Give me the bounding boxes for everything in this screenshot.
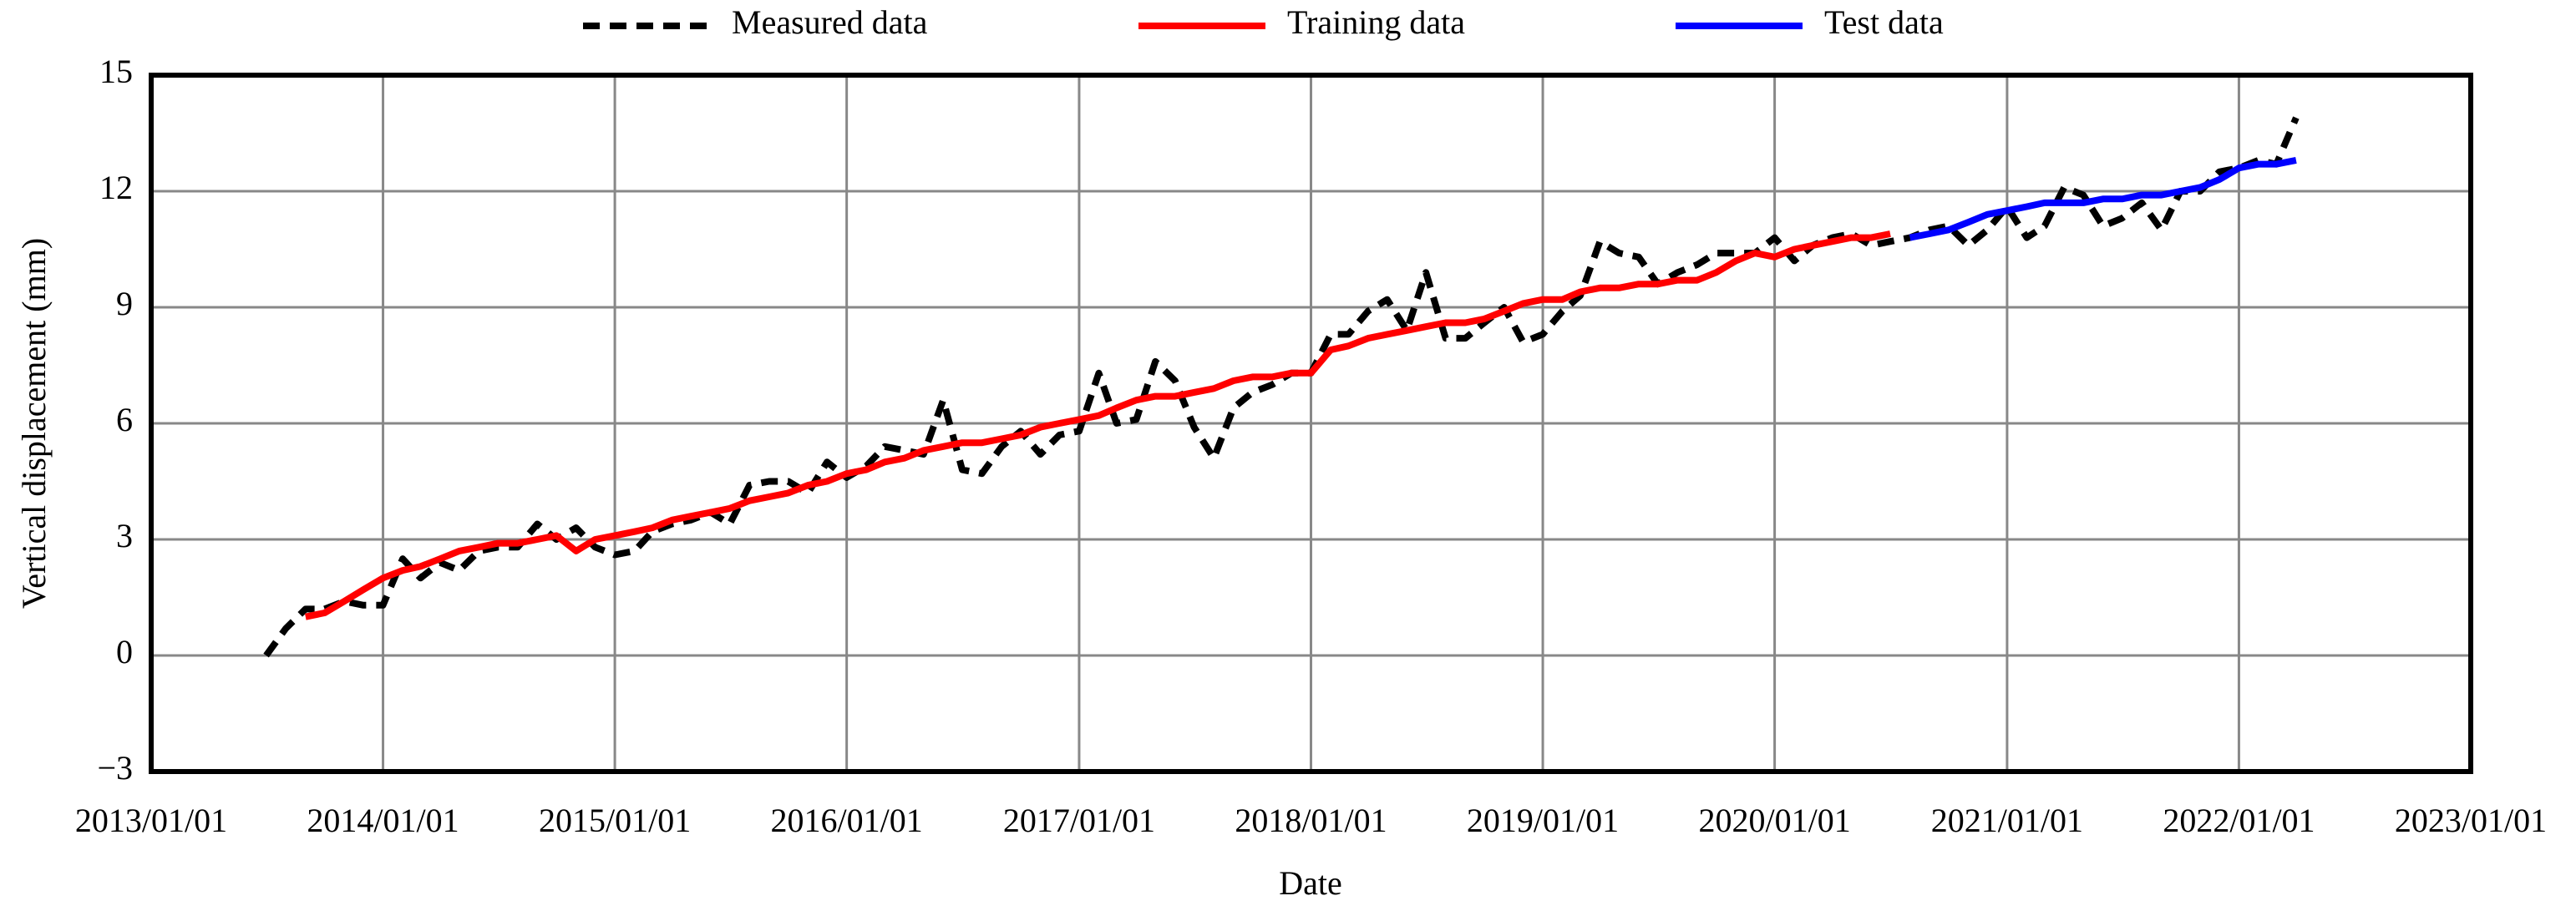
y-tick-label: 15	[99, 53, 133, 90]
y-tick-label: 6	[116, 401, 133, 438]
y-axis-label: Vertical displacement (mm)	[15, 238, 53, 609]
data-line	[263, 116, 2300, 658]
legend-label: Training data	[1287, 3, 1465, 41]
y-tick-label: 12	[99, 169, 133, 206]
x-tick-label: 2020/01/01	[1698, 802, 1850, 839]
x-tick-label: 2017/01/01	[1003, 802, 1155, 839]
data-line	[304, 230, 1891, 620]
x-tick-label: 2018/01/01	[1235, 802, 1387, 839]
y-tick-label: 3	[116, 517, 133, 554]
y-tick-label: 0	[116, 633, 133, 671]
x-tick-label: 2014/01/01	[307, 802, 459, 839]
y-tick-label: 9	[116, 285, 133, 322]
legend-label: Measured data	[732, 3, 928, 41]
x-tick-label: 2022/01/01	[2163, 802, 2315, 839]
x-axis-label: Date	[1279, 864, 1342, 902]
x-tick-label: 2015/01/01	[539, 802, 691, 839]
plot-frame	[149, 73, 2473, 774]
x-tick-label: 2019/01/01	[1467, 802, 1619, 839]
legend-label: Test data	[1824, 3, 1944, 41]
x-tick-label: 2021/01/01	[1931, 802, 2083, 839]
y-tick-label: −3	[97, 749, 133, 787]
x-tick-label: 2013/01/01	[75, 802, 227, 839]
x-tick-label: 2023/01/01	[2395, 802, 2547, 839]
data-line	[1909, 156, 2297, 241]
x-tick-label: 2016/01/01	[771, 802, 923, 839]
